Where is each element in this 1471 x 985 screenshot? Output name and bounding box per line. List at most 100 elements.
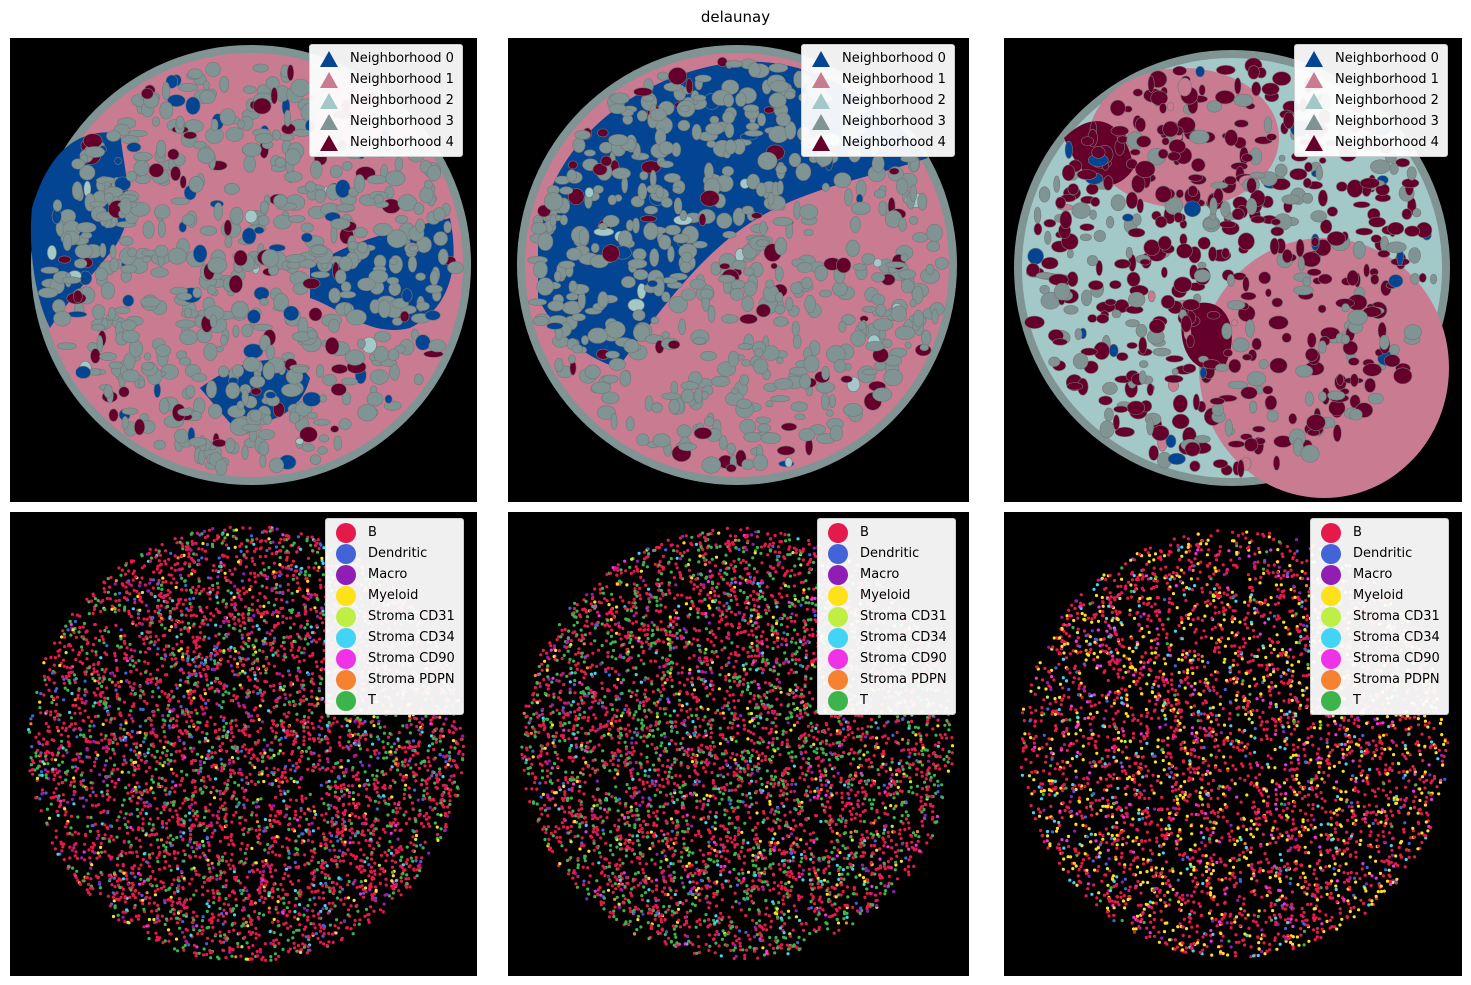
triangle-marker-icon <box>320 113 338 130</box>
triangle-marker-icon <box>1305 50 1323 67</box>
circle-marker-icon <box>828 669 848 690</box>
circle-marker-icon <box>336 585 356 606</box>
legend-item: Macro <box>332 564 455 585</box>
legend-item: B <box>332 522 455 543</box>
legend-label: T <box>860 693 868 708</box>
legend-item: Neighborhood 2 <box>316 90 454 111</box>
triangle-marker-icon <box>812 92 830 109</box>
circle-marker-icon <box>336 690 356 711</box>
neighborhood-legend-3: Neighborhood 0 Neighborhood 1 Neighborhood… <box>1294 44 1448 157</box>
circle-marker-icon <box>1321 627 1341 648</box>
legend-item: Stroma CD34 <box>1317 627 1440 648</box>
circle-marker-icon <box>1321 564 1341 585</box>
circle-marker-icon <box>828 543 848 564</box>
circle-marker-icon <box>336 564 356 585</box>
circle-marker-icon <box>1321 690 1341 711</box>
legend-label: Stroma CD31 <box>1353 609 1440 624</box>
legend-label: Myeloid <box>368 588 419 603</box>
legend-item: B <box>824 522 947 543</box>
circle-marker-icon <box>828 648 848 669</box>
triangle-marker-icon <box>1305 71 1323 88</box>
legend-item: Neighborhood 0 <box>808 48 946 69</box>
legend-label: Myeloid <box>1353 588 1404 603</box>
legend-item: Neighborhood 0 <box>316 48 454 69</box>
legend-item: Myeloid <box>824 585 947 606</box>
legend-label: Stroma CD31 <box>368 609 455 624</box>
legend-label: Stroma PDPN <box>1353 672 1440 687</box>
legend-label: Neighborhood 0 <box>1335 51 1439 66</box>
legend-item: Neighborhood 4 <box>808 132 946 153</box>
legend-item: Neighborhood 2 <box>808 90 946 111</box>
legend-label: Neighborhood 0 <box>350 51 454 66</box>
triangle-marker-icon <box>812 71 830 88</box>
circle-marker-icon <box>828 522 848 543</box>
legend-item: Neighborhood 0 <box>1301 48 1439 69</box>
legend-item: T <box>824 690 947 711</box>
legend-item: Macro <box>824 564 947 585</box>
legend-item: Neighborhood 1 <box>808 69 946 90</box>
legend-label: Neighborhood 1 <box>1335 72 1439 87</box>
legend-item: Macro <box>1317 564 1440 585</box>
legend-label: Neighborhood 1 <box>842 72 946 87</box>
legend-label: Neighborhood 4 <box>1335 135 1439 150</box>
legend-label: Neighborhood 4 <box>842 135 946 150</box>
celltype-legend-1: B Dendritic Macro Myeloid Stroma CD31 Stroma … <box>325 518 464 715</box>
legend-label: Stroma CD90 <box>368 651 455 666</box>
triangle-marker-icon <box>812 113 830 130</box>
legend-item: Stroma CD90 <box>332 648 455 669</box>
legend-item: Neighborhood 1 <box>316 69 454 90</box>
legend-label: Macro <box>1353 567 1393 582</box>
legend-item: Stroma PDPN <box>824 669 947 690</box>
legend-label: Dendritic <box>860 546 920 561</box>
triangle-marker-icon <box>320 50 338 67</box>
legend-label: Neighborhood 4 <box>350 135 454 150</box>
legend-item: Stroma PDPN <box>332 669 455 690</box>
legend-label: B <box>1353 525 1362 540</box>
legend-item: Stroma CD31 <box>1317 606 1440 627</box>
legend-label: Neighborhood 0 <box>842 51 946 66</box>
legend-item: Myeloid <box>1317 585 1440 606</box>
legend-item: Neighborhood 1 <box>1301 69 1439 90</box>
legend-label: B <box>368 525 377 540</box>
legend-label: Neighborhood 3 <box>350 114 454 129</box>
legend-item: T <box>1317 690 1440 711</box>
celltype-legend-3: B Dendritic Macro Myeloid Stroma CD31 Stroma … <box>1310 518 1449 715</box>
legend-label: Neighborhood 2 <box>350 93 454 108</box>
circle-marker-icon <box>1321 543 1341 564</box>
legend-item: Neighborhood 4 <box>1301 132 1439 153</box>
legend-item: Stroma CD34 <box>332 627 455 648</box>
circle-marker-icon <box>336 543 356 564</box>
triangle-marker-icon <box>812 50 830 67</box>
triangle-marker-icon <box>812 134 830 151</box>
legend-item: Neighborhood 3 <box>316 111 454 132</box>
circle-marker-icon <box>1321 585 1341 606</box>
triangle-marker-icon <box>1305 113 1323 130</box>
legend-item: Neighborhood 3 <box>1301 111 1439 132</box>
neighborhood-legend-1: Neighborhood 0 Neighborhood 1 Neighborhood… <box>309 44 463 157</box>
legend-label: Macro <box>860 567 900 582</box>
circle-marker-icon <box>828 606 848 627</box>
legend-item: Neighborhood 4 <box>316 132 454 153</box>
figure-title: delaunay <box>700 8 771 26</box>
legend-label: Neighborhood 1 <box>350 72 454 87</box>
legend-label: Stroma CD90 <box>1353 651 1440 666</box>
neighborhood-map-1-canvas <box>30 45 471 485</box>
legend-item: Stroma CD90 <box>824 648 947 669</box>
legend-label: Stroma CD31 <box>860 609 947 624</box>
triangle-marker-icon <box>1305 134 1323 151</box>
legend-label: Dendritic <box>1353 546 1413 561</box>
legend-item: B <box>1317 522 1440 543</box>
legend-label: Stroma CD90 <box>860 651 947 666</box>
legend-item: Stroma CD31 <box>332 606 455 627</box>
neighborhood-map-3-canvas <box>1014 50 1450 498</box>
legend-label: Neighborhood 3 <box>1335 114 1439 129</box>
legend-item: Neighborhood 3 <box>808 111 946 132</box>
circle-marker-icon <box>828 690 848 711</box>
triangle-marker-icon <box>320 134 338 151</box>
legend-label: T <box>1353 693 1361 708</box>
celltype-legend-2: B Dendritic Macro Myeloid Stroma CD31 Stroma … <box>817 518 956 715</box>
legend-item: Dendritic <box>332 543 455 564</box>
triangle-marker-icon <box>320 92 338 109</box>
circle-marker-icon <box>828 627 848 648</box>
legend-item: Dendritic <box>1317 543 1440 564</box>
